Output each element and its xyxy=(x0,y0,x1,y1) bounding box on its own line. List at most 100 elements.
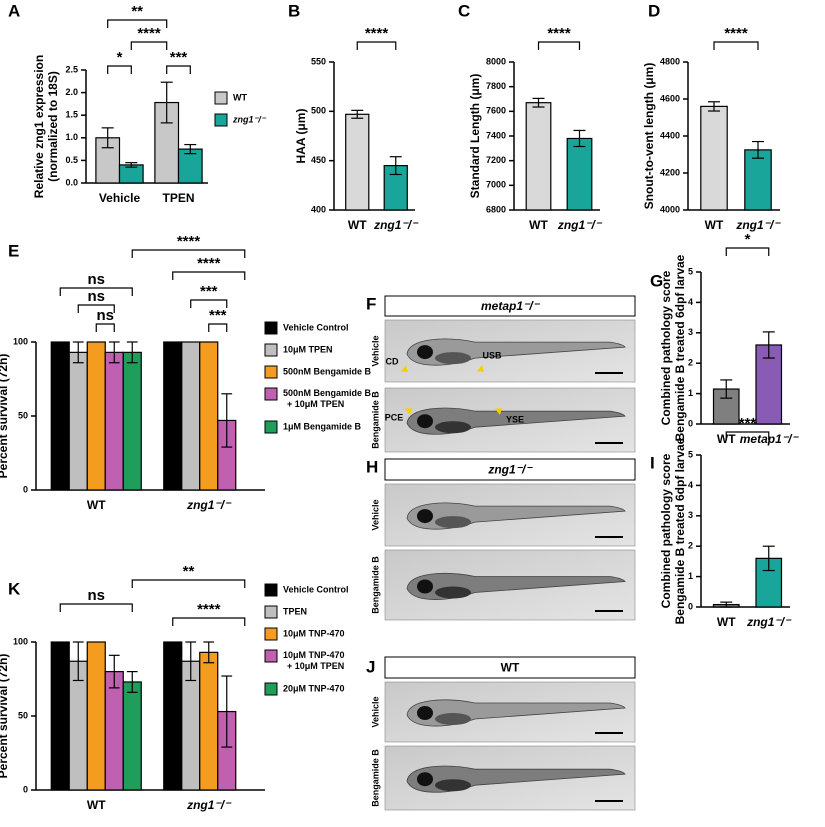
error-bar xyxy=(221,393,233,448)
y-tick-label: 450 xyxy=(311,155,326,165)
y-tick-label: 6800 xyxy=(486,204,506,214)
legend-label: WT xyxy=(233,92,247,102)
y-tick-label: 2.0 xyxy=(65,87,78,97)
larva-eye xyxy=(417,509,433,524)
arrowhead xyxy=(494,408,502,415)
error-bar xyxy=(573,129,586,148)
y-tick-label: 4 xyxy=(688,480,693,490)
legend-swatch xyxy=(264,387,278,401)
y-tick-label: 0 xyxy=(688,418,693,428)
y-tick-label: 4000 xyxy=(660,204,680,214)
bar xyxy=(122,351,142,491)
panel-letter: G xyxy=(650,271,663,290)
y-axis-label: Standard Length (μm) xyxy=(468,74,482,199)
y-tick-label: 0 xyxy=(23,784,28,794)
x-tick-label: WT xyxy=(529,218,548,232)
significance-bracket xyxy=(725,247,770,256)
error-bar xyxy=(125,162,138,168)
x-tick-label: zng1⁻/⁻ xyxy=(557,218,603,232)
larva-eye xyxy=(417,579,433,594)
legend-label: 10μM TNP-470 xyxy=(283,628,345,638)
panel-letter: F xyxy=(366,294,376,313)
panel-header-label: metap1⁻/⁻ xyxy=(481,299,541,313)
error-bar xyxy=(108,341,120,364)
legend-swatch xyxy=(264,343,278,357)
error-bar xyxy=(720,379,733,399)
panel-letter: E xyxy=(8,241,19,260)
larva-yolk xyxy=(435,779,471,792)
y-tick-label: 3 xyxy=(688,327,693,337)
legend-swatch xyxy=(264,420,278,434)
y-axis-label: Combined pathology score xyxy=(659,453,673,608)
error-bar xyxy=(203,641,215,664)
bar xyxy=(181,341,201,491)
panel-letter: A xyxy=(8,1,20,20)
error-bar xyxy=(752,140,764,159)
bar xyxy=(86,641,106,791)
row-label: Vehicle xyxy=(370,696,380,727)
annotation-label: PCE xyxy=(385,412,404,422)
y-tick-label: 0 xyxy=(688,601,693,611)
y-tick-label: 550 xyxy=(311,56,326,66)
x-tick-label: Vehicle xyxy=(99,191,141,205)
x-tick-label: zng1⁻/⁻ xyxy=(186,798,232,812)
error-bar xyxy=(532,97,545,108)
bar xyxy=(199,341,219,491)
larva-eye xyxy=(417,772,433,787)
significance-label: **** xyxy=(137,25,161,42)
legend-label: 500nM Bengamide B xyxy=(283,366,372,376)
significance-label: ns xyxy=(87,271,105,288)
error-bar xyxy=(389,156,402,176)
x-tick-label: WT xyxy=(705,218,724,232)
y-tick-label: 100 xyxy=(13,336,28,346)
legend-label: TPEN xyxy=(283,606,307,616)
significance-bracket xyxy=(107,65,132,74)
arrowhead xyxy=(400,365,408,372)
y-tick-label: 7200 xyxy=(486,155,506,165)
significance-label: ns xyxy=(87,288,105,305)
bar xyxy=(86,341,106,491)
larva-yolk xyxy=(435,713,471,725)
legend-label: 20μM TNP-470 xyxy=(283,683,345,693)
significance-bracket xyxy=(130,41,168,50)
y-tick-label: 1.5 xyxy=(65,110,78,120)
y-tick-label: 0.0 xyxy=(65,177,78,187)
y-axis-label: Percent survival (72h) xyxy=(0,654,10,779)
panel-header-label: zng1⁻/⁻ xyxy=(487,463,533,477)
error-bar xyxy=(108,654,120,689)
y-tick-label: 2 xyxy=(688,541,693,551)
bar xyxy=(525,102,552,211)
x-tick-label: TPEN xyxy=(162,191,194,205)
error-bar xyxy=(184,143,197,155)
error-bar xyxy=(221,675,233,748)
bar xyxy=(199,651,219,791)
x-tick-label: zng1⁻/⁻ xyxy=(186,498,232,512)
y-axis-label: (normalized to 18S) xyxy=(46,71,60,182)
significance-label: ns xyxy=(96,307,114,324)
error-bar xyxy=(720,601,733,608)
significance-bracket xyxy=(190,299,228,308)
row-label: Vehicle xyxy=(370,499,380,530)
significance-bracket xyxy=(725,431,770,440)
significance-bracket xyxy=(131,579,246,588)
bar xyxy=(163,641,183,791)
significance-bracket xyxy=(59,603,133,612)
larva-yolk xyxy=(435,586,471,599)
significance-label: **** xyxy=(197,255,221,272)
y-tick-label: 2 xyxy=(688,358,693,368)
y-tick-label: 7000 xyxy=(486,180,506,190)
y-tick-label: 8000 xyxy=(486,56,506,66)
significance-label: **** xyxy=(197,601,221,618)
annotation-label: CD xyxy=(386,356,399,366)
y-tick-label: 4200 xyxy=(660,167,680,177)
y-tick-label: 500 xyxy=(311,106,326,116)
y-tick-label: 0.5 xyxy=(65,155,78,165)
bar xyxy=(50,341,70,491)
y-tick-label: 4800 xyxy=(660,56,680,66)
significance-label: ** xyxy=(131,3,143,20)
x-tick-label: zng1⁻/⁻ xyxy=(373,218,419,232)
y-tick-label: 1 xyxy=(688,571,693,581)
